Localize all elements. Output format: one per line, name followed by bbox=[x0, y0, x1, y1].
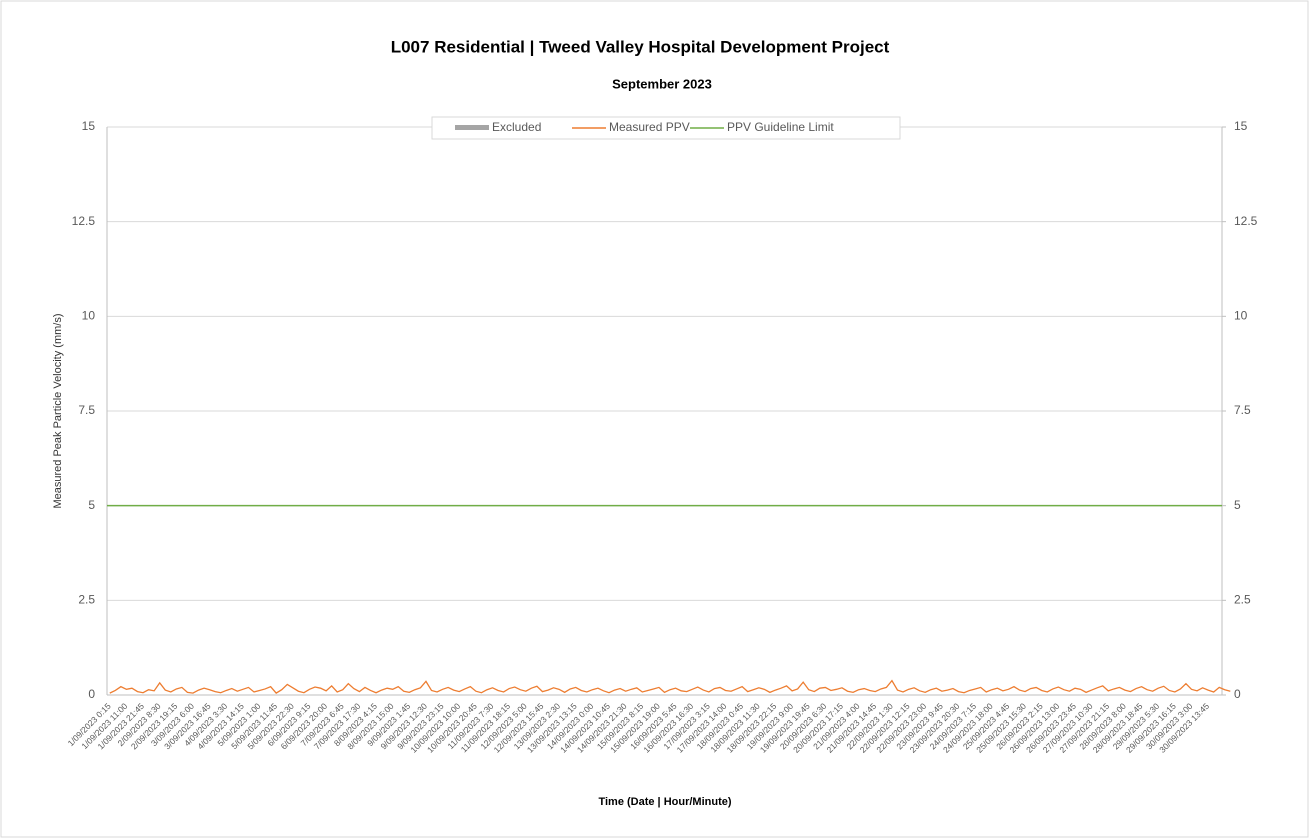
x-axis-title: Time (Date | Hour/Minute) bbox=[598, 796, 731, 808]
y-tick-label: 0 bbox=[88, 687, 95, 701]
y2-tick-label: 15 bbox=[1234, 119, 1248, 133]
chart-title: L007 Residential | Tweed Valley Hospital… bbox=[391, 37, 890, 56]
y2-tick-label: 5 bbox=[1234, 498, 1241, 512]
y-tick-label: 7.5 bbox=[78, 403, 95, 417]
legend-swatch bbox=[455, 125, 489, 130]
legend-label: Measured PPV bbox=[609, 120, 690, 134]
chart-subtitle: September 2023 bbox=[612, 76, 712, 91]
legend-box bbox=[431, 116, 901, 140]
y2-tick-label: 7.5 bbox=[1234, 403, 1251, 417]
series-line bbox=[109, 679, 1231, 694]
y-axis-title: Measured Peak Particle Velocity (mm/s) bbox=[52, 313, 64, 508]
y-tick-label: 2.5 bbox=[78, 593, 95, 607]
y2-tick-label: 2.5 bbox=[1234, 593, 1251, 607]
legend-label: Excluded bbox=[492, 120, 541, 134]
y-tick-label: 15 bbox=[82, 119, 96, 133]
y-tick-label: 10 bbox=[82, 309, 96, 323]
y2-tick-label: 12.5 bbox=[1234, 214, 1258, 228]
y-tick-label: 12.5 bbox=[72, 214, 96, 228]
legend-label: PPV Guideline Limit bbox=[727, 120, 834, 134]
y2-tick-label: 0 bbox=[1234, 687, 1241, 701]
legend: Excluded Measured PPV PPV Guideline Limit bbox=[431, 116, 901, 140]
y2-tick-label: 10 bbox=[1234, 309, 1248, 323]
y-tick-label: 5 bbox=[88, 498, 95, 512]
